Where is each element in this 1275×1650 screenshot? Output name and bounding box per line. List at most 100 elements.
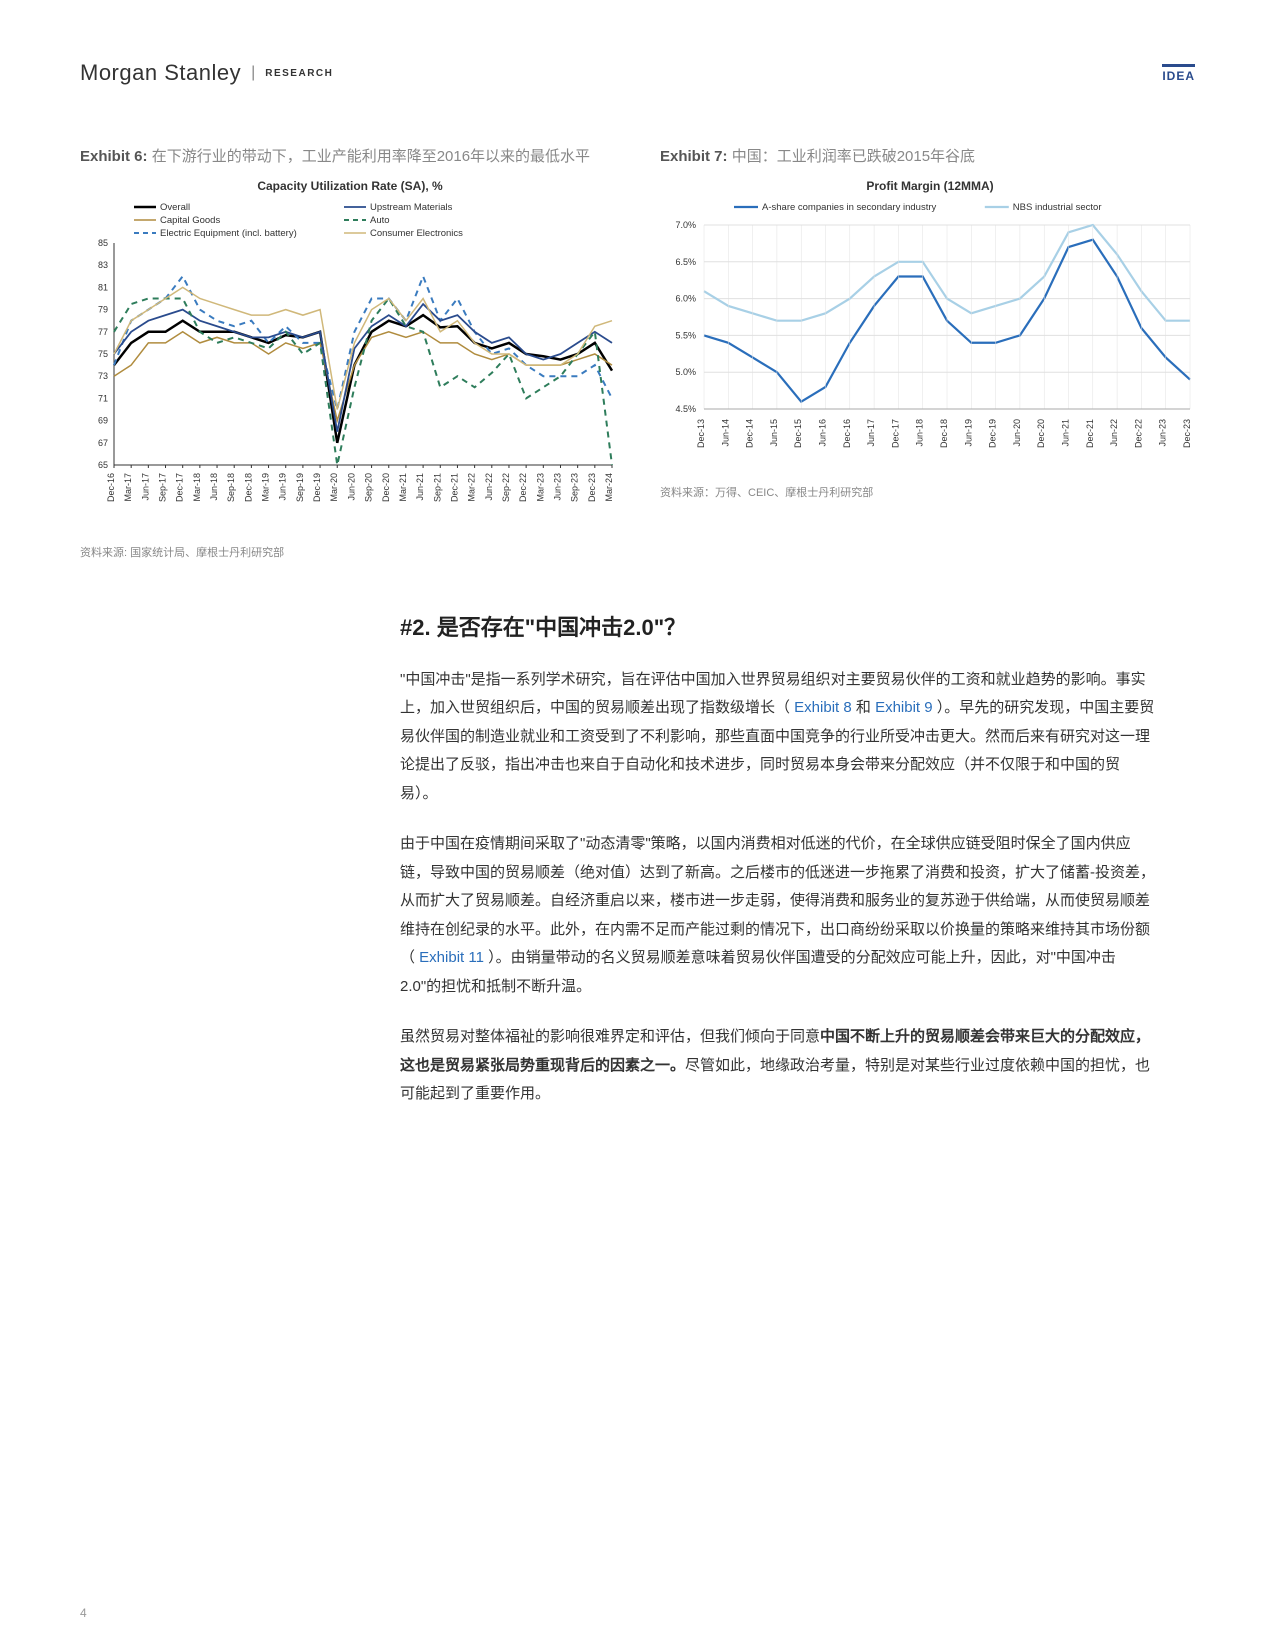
- brand-logo: Morgan Stanley: [80, 60, 241, 86]
- svg-text:Dec-17: Dec-17: [890, 419, 900, 448]
- svg-text:A-share companies in secondary: A-share companies in secondary industry: [762, 202, 937, 213]
- paragraph-2: 由于中国在疫情期间采取了"动态清零"策略，以国内消费相对低迷的代价，在全球供应链…: [400, 830, 1155, 1001]
- svg-text:Mar-21: Mar-21: [398, 473, 408, 502]
- exhibit-7-chart-title: Profit Margin (12MMA): [660, 179, 1200, 193]
- exhibit-6: Exhibit 6: 在下游行业的带动下，工业产能利用率降至2016年以来的最低…: [80, 146, 620, 560]
- exhibit-7-header: Exhibit 7: 中国：工业利润率已跌破2015年谷底: [660, 146, 1200, 169]
- svg-text:65: 65: [98, 460, 108, 470]
- svg-text:Sep-18: Sep-18: [226, 473, 236, 502]
- svg-text:Dec-19: Dec-19: [312, 473, 322, 502]
- svg-text:Jun-15: Jun-15: [769, 419, 779, 447]
- svg-text:Mar-20: Mar-20: [329, 473, 339, 502]
- svg-text:Dec-20: Dec-20: [381, 473, 391, 502]
- svg-text:Jun-22: Jun-22: [484, 473, 494, 501]
- exhibit-7-title: 中国：工业利润率已跌破2015年谷底: [732, 148, 975, 165]
- exhibit-7-label: Exhibit 7:: [660, 148, 728, 165]
- svg-text:Jun-18: Jun-18: [915, 419, 925, 447]
- svg-text:67: 67: [98, 437, 108, 447]
- svg-text:75: 75: [98, 349, 108, 359]
- section-heading: #2. 是否存在"中国冲击2.0"？: [400, 610, 1155, 642]
- svg-text:77: 77: [98, 326, 108, 336]
- svg-text:Sep-17: Sep-17: [158, 473, 168, 502]
- svg-text:71: 71: [98, 393, 108, 403]
- exhibit-6-title: 在下游行业的带动下，工业产能利用率降至2016年以来的最低水平: [152, 148, 590, 165]
- research-label: RESEARCH: [265, 68, 333, 79]
- svg-text:5.0%: 5.0%: [675, 367, 696, 377]
- svg-text:Jun-17: Jun-17: [140, 473, 150, 501]
- paragraph-3: 虽然贸易对整体福祉的影响很难界定和评估，但我们倾向于同意中国不断上升的贸易顺差会…: [400, 1023, 1155, 1109]
- exhibit-6-chart-title: Capacity Utilization Rate (SA), %: [80, 179, 620, 193]
- page-header: Morgan Stanley | RESEARCH IDEA: [80, 60, 1195, 86]
- svg-text:Jun-19: Jun-19: [963, 419, 973, 447]
- exhibit-6-label: Exhibit 6:: [80, 148, 148, 165]
- svg-text:Dec-16: Dec-16: [842, 419, 852, 448]
- para3-text-a: 虽然贸易对整体福祉的影响很难界定和评估，但我们倾向于同意: [400, 1028, 820, 1045]
- svg-text:Jun-21: Jun-21: [415, 473, 425, 501]
- svg-text:Dec-23: Dec-23: [587, 473, 597, 502]
- exhibit-7: Exhibit 7: 中国：工业利润率已跌破2015年谷底 Profit Mar…: [660, 146, 1200, 560]
- svg-text:Dec-21: Dec-21: [449, 473, 459, 502]
- svg-text:Capital Goods: Capital Goods: [160, 215, 220, 226]
- svg-text:Dec-15: Dec-15: [793, 419, 803, 448]
- svg-text:NBS industrial sector: NBS industrial sector: [1013, 202, 1102, 213]
- page-number: 4: [80, 1606, 87, 1620]
- svg-text:Jun-19: Jun-19: [278, 473, 288, 501]
- svg-text:Jun-16: Jun-16: [818, 419, 828, 447]
- svg-text:Overall: Overall: [160, 202, 190, 213]
- svg-text:Jun-20: Jun-20: [346, 473, 356, 501]
- svg-text:73: 73: [98, 371, 108, 381]
- svg-text:Mar-24: Mar-24: [604, 473, 614, 502]
- svg-text:Consumer Electronics: Consumer Electronics: [370, 228, 463, 239]
- svg-text:4.5%: 4.5%: [675, 404, 696, 414]
- svg-text:81: 81: [98, 282, 108, 292]
- svg-text:Dec-19: Dec-19: [988, 419, 998, 448]
- exhibit-6-header: Exhibit 6: 在下游行业的带动下，工业产能利用率降至2016年以来的最低…: [80, 146, 620, 169]
- svg-text:Dec-18: Dec-18: [243, 473, 253, 502]
- paragraph-1: "中国冲击"是指一系列学术研究，旨在评估中国加入世界贸易组织对主要贸易伙伴的工资…: [400, 666, 1155, 809]
- svg-text:Dec-23: Dec-23: [1182, 419, 1192, 448]
- svg-text:6.0%: 6.0%: [675, 293, 696, 303]
- svg-text:Jun-22: Jun-22: [1109, 419, 1119, 447]
- exhibit-6-chart: 6567697173757779818385OverallCapital Goo…: [80, 197, 620, 532]
- svg-text:Jun-23: Jun-23: [552, 473, 562, 501]
- body-text: #2. 是否存在"中国冲击2.0"？ "中国冲击"是指一系列学术研究，旨在评估中…: [400, 610, 1155, 1109]
- exhibit-6-svg: 6567697173757779818385OverallCapital Goo…: [80, 197, 620, 527]
- svg-text:7.0%: 7.0%: [675, 220, 696, 230]
- para1-and: 和: [852, 699, 875, 716]
- svg-text:Electric Equipment (incl. batt: Electric Equipment (incl. battery): [160, 228, 297, 239]
- svg-text:Jun-18: Jun-18: [209, 473, 219, 501]
- para2-text-b: ）。由销量带动的名义贸易顺差意味着贸易伙伴国遭受的分配效应可能上升，因此，对"中…: [400, 949, 1116, 995]
- svg-text:Mar-17: Mar-17: [123, 473, 133, 502]
- svg-text:Jun-20: Jun-20: [1012, 419, 1022, 447]
- exhibit-7-source: 资料来源：万得、CEIC、摩根士丹利研究部: [660, 484, 1200, 500]
- link-exhibit-9[interactable]: Exhibit 9: [875, 699, 933, 716]
- svg-text:Dec-16: Dec-16: [106, 473, 116, 502]
- svg-text:Sep-21: Sep-21: [432, 473, 442, 502]
- svg-text:69: 69: [98, 415, 108, 425]
- svg-text:Jun-14: Jun-14: [720, 419, 730, 447]
- svg-text:Dec-20: Dec-20: [1036, 419, 1046, 448]
- exhibits-row: Exhibit 6: 在下游行业的带动下，工业产能利用率降至2016年以来的最低…: [80, 146, 1195, 560]
- svg-text:5.5%: 5.5%: [675, 330, 696, 340]
- svg-text:Jun-17: Jun-17: [866, 419, 876, 447]
- svg-text:Jun-21: Jun-21: [1061, 419, 1071, 447]
- brand-block: Morgan Stanley | RESEARCH: [80, 60, 333, 86]
- svg-text:Jun-23: Jun-23: [1158, 419, 1168, 447]
- svg-text:Dec-22: Dec-22: [518, 473, 528, 502]
- svg-text:Dec-21: Dec-21: [1085, 419, 1095, 448]
- exhibit-7-chart: 4.5%5.0%5.5%6.0%6.5%7.0%A-share companie…: [660, 197, 1200, 472]
- svg-text:Upstream Materials: Upstream Materials: [370, 202, 453, 213]
- svg-text:Mar-18: Mar-18: [192, 473, 202, 502]
- svg-text:Sep-22: Sep-22: [501, 473, 511, 502]
- brand-divider: |: [251, 64, 255, 82]
- link-exhibit-8[interactable]: Exhibit 8: [794, 699, 852, 716]
- svg-text:79: 79: [98, 304, 108, 314]
- svg-text:Mar-19: Mar-19: [261, 473, 271, 502]
- svg-text:83: 83: [98, 260, 108, 270]
- svg-text:Mar-23: Mar-23: [535, 473, 545, 502]
- svg-text:Sep-23: Sep-23: [570, 472, 580, 501]
- para2-text-a: 由于中国在疫情期间采取了"动态清零"策略，以国内消费相对低迷的代价，在全球供应链…: [400, 835, 1155, 966]
- link-exhibit-11[interactable]: Exhibit 11: [419, 949, 484, 966]
- svg-text:Dec-18: Dec-18: [939, 419, 949, 448]
- svg-text:Mar-22: Mar-22: [467, 473, 477, 502]
